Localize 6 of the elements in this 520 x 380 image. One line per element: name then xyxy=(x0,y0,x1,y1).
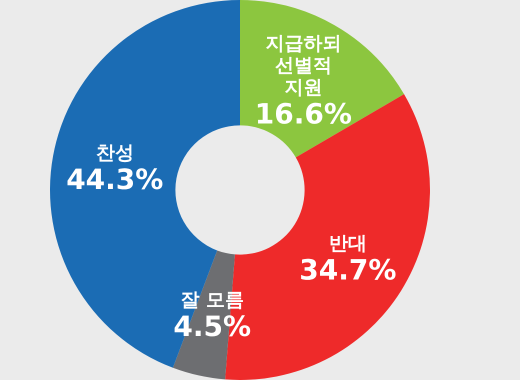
data-label: 16.6% xyxy=(254,98,352,131)
slice-label: 찬성 xyxy=(96,142,134,164)
data-label: 44.3% xyxy=(66,163,164,196)
slice-label: 반대 xyxy=(328,232,367,255)
slice-label: 지급하되 선별적 지원 xyxy=(265,32,342,99)
data-label: 34.7% xyxy=(299,254,396,287)
